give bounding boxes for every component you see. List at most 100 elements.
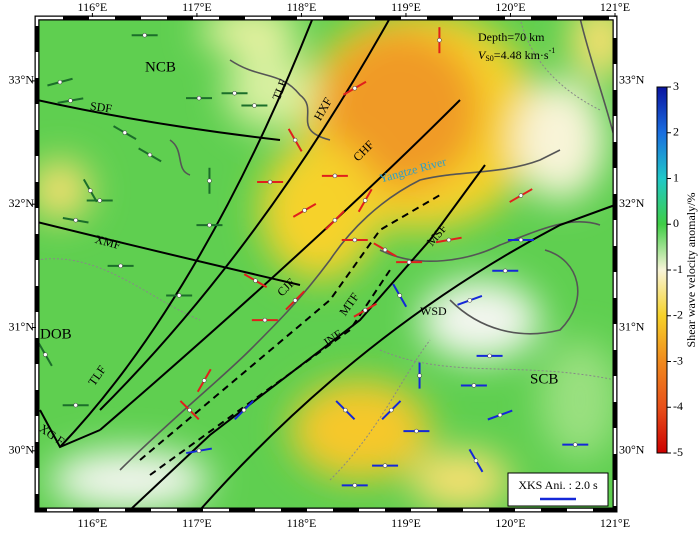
station	[332, 173, 338, 179]
station	[518, 193, 524, 198]
station	[118, 263, 123, 269]
colorbar-tick-label: 0	[673, 216, 679, 230]
station	[437, 37, 442, 43]
station	[487, 353, 492, 359]
station	[343, 407, 348, 413]
colorbar: Shear wave velocity anomaly/% 3 2 1 0 -1 -2 -3…	[656, 79, 698, 459]
velocity-field	[37, 18, 615, 510]
station	[196, 448, 202, 454]
station	[467, 298, 472, 303]
lat-tick-label: 31°N	[619, 319, 645, 333]
lat-tick-label: 30°N	[9, 443, 35, 457]
station	[397, 293, 402, 298]
lon-tick-label: 118°E	[287, 0, 317, 14]
station	[446, 237, 452, 243]
lat-tick-label: 32°N	[619, 196, 645, 210]
fault-label: XMF	[94, 232, 123, 252]
colorbar-tick-label: 2	[673, 125, 679, 139]
station	[201, 378, 207, 383]
station	[97, 198, 102, 203]
station	[43, 352, 48, 357]
station	[122, 130, 128, 135]
lon-tick-label: 117°E	[182, 0, 212, 14]
region-label: NCB	[145, 59, 176, 75]
velocity-subscript: S0	[485, 54, 493, 63]
region-label: DOB	[40, 326, 72, 342]
station	[352, 237, 357, 243]
station	[518, 237, 524, 243]
station	[382, 463, 388, 468]
region-label: WSD	[420, 304, 447, 318]
station	[232, 90, 237, 96]
station	[57, 79, 63, 85]
station	[252, 103, 257, 108]
lon-tick-label: 119°E	[391, 0, 421, 14]
station	[382, 247, 388, 253]
station	[292, 298, 298, 303]
station	[292, 137, 298, 143]
lon-tick-label: 116°E	[78, 0, 108, 14]
lat-tick-label: 33°N	[619, 73, 645, 87]
splitting-measurements	[37, 27, 589, 488]
lon-tick-label: 118°E	[287, 516, 317, 530]
station	[176, 293, 182, 298]
colorbar-title: Shear wave velocity anomaly/%	[684, 193, 698, 348]
depth-label: Depth=70 km	[478, 30, 545, 44]
colorbar-scale	[656, 86, 668, 454]
lon-tick-label: 121°E	[600, 0, 630, 14]
station	[497, 412, 503, 418]
lat-tick-label: 32°N	[9, 196, 35, 210]
station	[267, 179, 273, 185]
lat-tick-label: 31°N	[9, 319, 35, 333]
station	[362, 307, 368, 313]
station	[389, 407, 394, 413]
station	[332, 217, 338, 223]
station	[187, 407, 192, 413]
velocity-text: =4.48 km·s	[494, 48, 549, 62]
legend-box	[507, 472, 609, 507]
station	[414, 428, 419, 434]
lat-tick-label: 30°N	[619, 443, 645, 457]
region-label: SCB	[530, 371, 558, 387]
station	[352, 483, 357, 488]
lon-tick-label: 120°E	[495, 0, 525, 14]
station	[253, 278, 258, 283]
station	[573, 442, 578, 447]
station	[241, 407, 247, 413]
graticule: 116°E 116°E 117°E 117°E 118°E 118°E 119°E 119°E…	[9, 0, 645, 530]
station	[473, 458, 479, 463]
lon-tick-label: 120°E	[495, 516, 525, 530]
colorbar-tick-label: -1	[673, 262, 683, 276]
station	[88, 188, 93, 193]
map-frame-ticks	[35, 16, 617, 512]
station	[262, 317, 268, 323]
lon-tick-label: 121°E	[600, 516, 630, 530]
station	[471, 383, 477, 388]
colorbar-tick-label: -4	[673, 399, 683, 413]
legend-text: XKS Ani. : 2.0 s	[518, 478, 598, 492]
station	[406, 259, 412, 265]
station	[147, 152, 153, 158]
velocity-label: VS0=4.48 km·s-1	[478, 46, 555, 63]
lon-tick-label: 119°E	[391, 516, 421, 530]
velocity-symbol: V	[478, 48, 487, 62]
legend: XKS Ani. : 2.0 s	[507, 472, 609, 507]
colorbar-tick-label: -3	[673, 353, 683, 367]
station	[68, 98, 73, 103]
station	[73, 217, 78, 223]
station	[503, 268, 508, 274]
station	[207, 222, 212, 228]
station	[352, 86, 357, 91]
station	[196, 95, 202, 101]
fault-label: SDF	[89, 99, 113, 116]
velocity-superscript: -1	[549, 46, 556, 55]
station	[207, 178, 212, 184]
colorbar-tick-label: -2	[673, 308, 683, 322]
colorbar-tick-label: 3	[673, 79, 679, 93]
lon-tick-label: 116°E	[78, 516, 108, 530]
colorbar-tick-label: 1	[673, 170, 679, 184]
lon-tick-label: 117°E	[182, 516, 212, 530]
colorbar-tick-label: -5	[673, 445, 683, 459]
station	[302, 208, 307, 213]
